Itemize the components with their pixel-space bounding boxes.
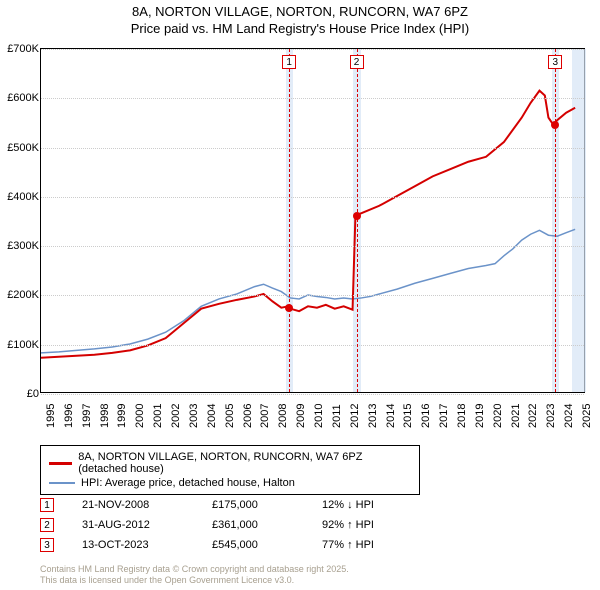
x-tick-label: 2021 (510, 404, 522, 428)
legend-row-hpi: HPI: Average price, detached house, Halt… (49, 476, 411, 490)
x-tick-label: 2020 (492, 404, 504, 428)
legend: 8A, NORTON VILLAGE, NORTON, RUNCORN, WA7… (40, 445, 420, 495)
x-tick-label: 2003 (188, 404, 200, 428)
legend-swatch-hpi (49, 482, 75, 484)
grid-line (41, 394, 584, 395)
event-marker-point (353, 212, 361, 220)
event-date: 13-OCT-2023 (82, 539, 212, 551)
event-marker-point (551, 121, 559, 129)
x-tick-label: 2022 (527, 404, 539, 428)
grid-line (41, 49, 584, 50)
x-tick-label: 2012 (349, 404, 361, 428)
y-tick-label: £500K (1, 142, 39, 154)
grid-line (41, 295, 584, 296)
series-hpi (41, 229, 575, 352)
footnote: Contains HM Land Registry data © Crown c… (40, 564, 349, 586)
event-line (357, 49, 358, 392)
event-row: 3 13-OCT-2023£545,00077% ↑ HPI (40, 535, 442, 555)
event-row: 2 31-AUG-2012£361,00092% ↑ HPI (40, 515, 442, 535)
x-tick-label: 2005 (224, 404, 236, 428)
x-tick-label: 2025 (581, 404, 593, 428)
event-table: 1 21-NOV-2008£175,00012% ↓ HPI 2 31-AUG-201… (40, 495, 442, 555)
x-tick-label: 2019 (474, 404, 486, 428)
event-date: 31-AUG-2012 (82, 519, 212, 531)
x-tick-label: 2002 (170, 404, 182, 428)
event-num-box: 1 (40, 498, 54, 512)
chart-plot-area: £0£100K£200K£300K£400K£500K£600K£700K199… (40, 48, 585, 393)
footnote-line-2: This data is licensed under the Open Gov… (40, 575, 349, 586)
x-tick-label: 2010 (313, 404, 325, 428)
x-tick-label: 1997 (81, 404, 93, 428)
event-date: 21-NOV-2008 (82, 499, 212, 511)
x-tick-label: 2017 (438, 404, 450, 428)
legend-label-property: 8A, NORTON VILLAGE, NORTON, RUNCORN, WA7… (78, 451, 411, 475)
event-marker-box: 3 (548, 55, 562, 69)
event-num-box: 2 (40, 518, 54, 532)
legend-label-hpi: HPI: Average price, detached house, Halt… (81, 477, 295, 489)
x-tick-label: 1999 (116, 404, 128, 428)
x-tick-label: 2001 (152, 404, 164, 428)
footnote-line-1: Contains HM Land Registry data © Crown c… (40, 564, 349, 575)
grid-line (41, 197, 584, 198)
y-tick-label: £100K (1, 339, 39, 351)
legend-row-property: 8A, NORTON VILLAGE, NORTON, RUNCORN, WA7… (49, 450, 411, 476)
series-property (41, 91, 575, 358)
event-num-box: 3 (40, 538, 54, 552)
event-pct: 77% ↑ HPI (322, 539, 442, 551)
event-pct: 92% ↑ HPI (322, 519, 442, 531)
x-tick-label: 2011 (331, 404, 343, 428)
x-tick-label: 2009 (295, 404, 307, 428)
x-tick-label: 2007 (259, 404, 271, 428)
title-line-1: 8A, NORTON VILLAGE, NORTON, RUNCORN, WA7… (0, 4, 600, 21)
x-tick-label: 1995 (45, 404, 57, 428)
chart-title: 8A, NORTON VILLAGE, NORTON, RUNCORN, WA7… (0, 0, 600, 38)
x-tick-label: 2004 (206, 404, 218, 428)
x-tick-label: 2006 (242, 404, 254, 428)
x-tick-label: 1998 (99, 404, 111, 428)
y-tick-label: £700K (1, 43, 39, 55)
legend-swatch-property (49, 462, 72, 465)
x-tick-label: 2023 (545, 404, 557, 428)
grid-line (41, 98, 584, 99)
y-tick-label: £400K (1, 191, 39, 203)
x-tick-label: 2013 (367, 404, 379, 428)
y-tick-label: £0 (1, 388, 39, 400)
event-marker-box: 1 (282, 55, 296, 69)
x-tick-label: 2015 (402, 404, 414, 428)
y-tick-label: £300K (1, 240, 39, 252)
event-price: £545,000 (212, 539, 322, 551)
event-row: 1 21-NOV-2008£175,00012% ↓ HPI (40, 495, 442, 515)
event-pct: 12% ↓ HPI (322, 499, 442, 511)
title-line-2: Price paid vs. HM Land Registry's House … (0, 21, 600, 38)
grid-line (41, 246, 584, 247)
x-tick-label: 2016 (420, 404, 432, 428)
event-marker-point (285, 304, 293, 312)
y-tick-label: £600K (1, 92, 39, 104)
event-price: £175,000 (212, 499, 322, 511)
x-tick-label: 2014 (385, 404, 397, 428)
grid-line (41, 148, 584, 149)
x-tick-label: 2008 (277, 404, 289, 428)
event-line (555, 49, 556, 392)
x-tick-label: 2000 (134, 404, 146, 428)
x-tick-label: 2024 (563, 404, 575, 428)
grid-line (41, 345, 584, 346)
event-marker-box: 2 (350, 55, 364, 69)
event-price: £361,000 (212, 519, 322, 531)
event-line (289, 49, 290, 392)
x-tick-label: 1996 (63, 404, 75, 428)
x-tick-label: 2018 (456, 404, 468, 428)
chart-svg (41, 49, 584, 392)
y-tick-label: £200K (1, 289, 39, 301)
